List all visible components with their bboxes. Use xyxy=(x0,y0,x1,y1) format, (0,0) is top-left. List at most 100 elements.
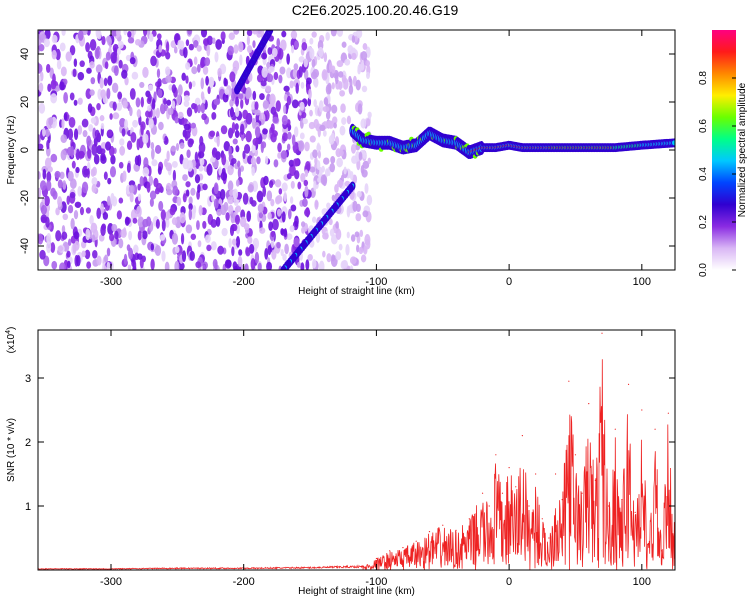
noise-speck xyxy=(150,141,155,150)
noise-speck xyxy=(309,47,315,60)
noise-speck xyxy=(206,44,211,57)
noise-speck xyxy=(130,209,138,221)
noise-speck xyxy=(220,125,228,135)
noise-speck xyxy=(245,90,251,100)
noise-speck xyxy=(227,127,234,139)
noise-speck xyxy=(346,231,350,239)
noise-speck xyxy=(281,182,288,192)
noise-speck xyxy=(286,173,292,180)
x-tick-label: -200 xyxy=(233,576,255,588)
noise-speck xyxy=(351,35,356,43)
noise-speck xyxy=(357,67,361,75)
noise-speck xyxy=(355,213,362,222)
noise-speck xyxy=(85,207,91,214)
noise-speck xyxy=(219,189,226,201)
noise-speck xyxy=(358,246,364,255)
x-tick-label: 100 xyxy=(633,576,651,588)
noise-speck xyxy=(202,183,208,191)
noise-speck xyxy=(237,41,244,53)
noise-speck xyxy=(361,85,368,93)
noise-speck xyxy=(104,61,109,70)
noise-speck xyxy=(101,35,106,46)
noise-speck xyxy=(301,111,307,119)
noise-speck xyxy=(215,216,221,227)
noise-speck xyxy=(118,161,124,169)
noise-speck xyxy=(155,107,160,119)
noise-speck xyxy=(150,55,157,67)
noise-speck xyxy=(312,149,318,159)
noise-speck xyxy=(262,100,270,110)
noise-speck xyxy=(139,81,145,89)
noise-speck xyxy=(181,72,187,81)
noise-speck xyxy=(346,115,352,125)
noise-speck xyxy=(270,198,275,207)
noise-speck xyxy=(119,145,126,156)
noise-speck xyxy=(267,212,272,220)
noise-speck xyxy=(300,81,305,89)
noise-speck xyxy=(132,259,137,270)
snr-data-point xyxy=(176,567,178,569)
noise-speck xyxy=(175,143,180,152)
noise-speck xyxy=(122,227,127,237)
noise-speck xyxy=(137,154,142,167)
noise-speck xyxy=(290,180,295,189)
noise-speck xyxy=(295,82,299,94)
noise-speck xyxy=(90,222,98,234)
snr-data-point xyxy=(428,531,431,533)
noise-speck xyxy=(116,210,122,220)
noise-speck xyxy=(217,245,224,255)
noise-speck xyxy=(157,166,162,175)
noise-speck xyxy=(100,89,107,99)
noise-speck xyxy=(335,221,339,229)
noise-speck xyxy=(273,159,279,168)
noise-speck xyxy=(310,71,318,80)
noise-speck xyxy=(229,224,235,237)
noise-speck xyxy=(63,91,68,104)
noise-speck xyxy=(185,62,191,70)
noise-speck xyxy=(154,187,160,195)
noise-speck xyxy=(228,238,232,248)
snr-plot-area xyxy=(38,332,675,570)
noise-speck xyxy=(365,71,371,79)
y-tick-label: 3 xyxy=(25,373,31,385)
noise-speck xyxy=(289,196,294,204)
snr-data-point xyxy=(574,454,577,456)
noise-speck xyxy=(81,250,86,258)
noise-speck xyxy=(323,97,329,106)
noise-speck xyxy=(122,100,128,109)
noise-speck xyxy=(47,83,52,92)
snr-series-line xyxy=(38,359,675,570)
noise-speck xyxy=(67,128,74,141)
noise-speck xyxy=(362,160,370,169)
snr-data-point xyxy=(442,524,444,526)
noise-speck xyxy=(293,63,299,71)
noise-speck xyxy=(196,45,202,52)
noise-speck xyxy=(86,135,92,147)
noise-speck xyxy=(185,39,190,47)
y-multiplier-base: (x10 xyxy=(6,333,17,353)
heatmap-area xyxy=(38,30,675,270)
noise-speck xyxy=(124,119,129,130)
noise-speck xyxy=(308,121,316,130)
noise-speck xyxy=(105,51,111,61)
noise-speck xyxy=(166,99,172,106)
noise-speck xyxy=(227,164,234,176)
noise-speck xyxy=(264,155,269,165)
noise-speck xyxy=(235,145,240,153)
noise-speck xyxy=(164,66,171,76)
noise-speck xyxy=(322,130,327,137)
noise-speck xyxy=(67,204,74,214)
noise-speck xyxy=(276,38,281,48)
noise-speck xyxy=(283,93,288,102)
noise-speck xyxy=(110,192,115,205)
noise-speck xyxy=(187,138,194,148)
noise-speck xyxy=(42,127,46,137)
noise-speck xyxy=(356,190,362,198)
noise-speck xyxy=(220,171,228,181)
noise-speck xyxy=(127,37,135,44)
noise-speck xyxy=(71,160,76,169)
noise-speck xyxy=(274,179,282,188)
noise-speck xyxy=(91,234,96,243)
noise-speck xyxy=(66,250,71,258)
noise-speck xyxy=(303,179,309,187)
